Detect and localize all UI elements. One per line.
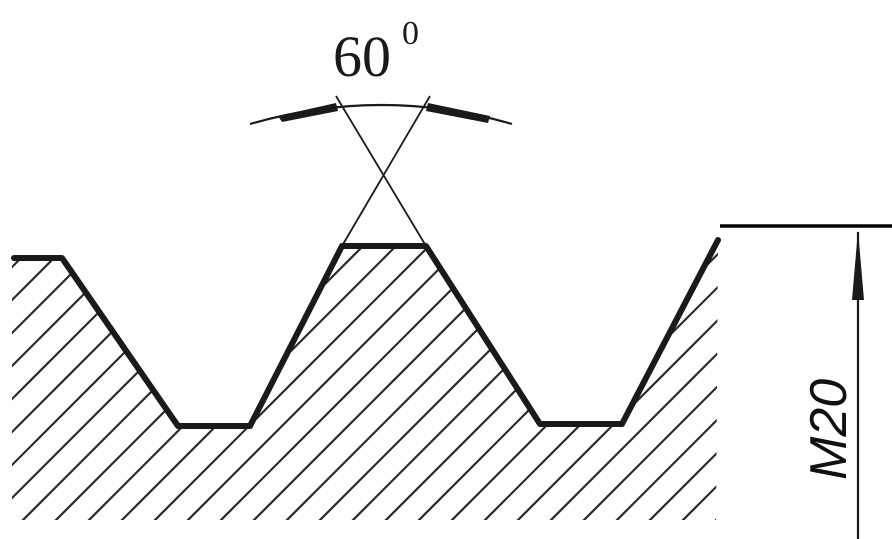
angle-value: 60	[333, 24, 391, 89]
hatch-line	[213, 240, 718, 520]
hatch-line	[576, 240, 718, 520]
hatch-line	[312, 240, 718, 520]
left-flank-extension-line	[341, 95, 431, 247]
right-flank-extension-line	[335, 95, 427, 247]
hatch-line	[12, 240, 214, 520]
diameter-arrowhead	[852, 230, 864, 300]
hatch-line	[114, 240, 676, 520]
hatch-line	[12, 240, 247, 520]
angle-label: 60	[333, 24, 391, 89]
hatch-line	[609, 240, 718, 520]
hatch-line	[147, 240, 709, 520]
hatch-line	[543, 240, 718, 520]
hatch-line	[48, 240, 610, 520]
hatch-line	[510, 240, 718, 520]
thread-profile-outline	[11, 237, 721, 429]
hatch-line	[477, 240, 718, 520]
hatch-line	[12, 240, 511, 520]
angle-degree-superscript: 0	[402, 15, 419, 52]
hatch-line	[12, 240, 346, 520]
hatch-line	[180, 240, 718, 520]
hatch-line	[15, 240, 577, 520]
thread-size-label: M20	[800, 379, 858, 480]
hatch-line	[81, 240, 643, 520]
hatch-line	[12, 240, 379, 520]
right-arrowhead	[426, 103, 490, 123]
left-arrowhead	[278, 103, 338, 122]
hatch-line	[12, 240, 313, 520]
hatch-line	[12, 240, 544, 520]
hatch-line	[444, 240, 718, 520]
hatch-line	[12, 240, 181, 520]
